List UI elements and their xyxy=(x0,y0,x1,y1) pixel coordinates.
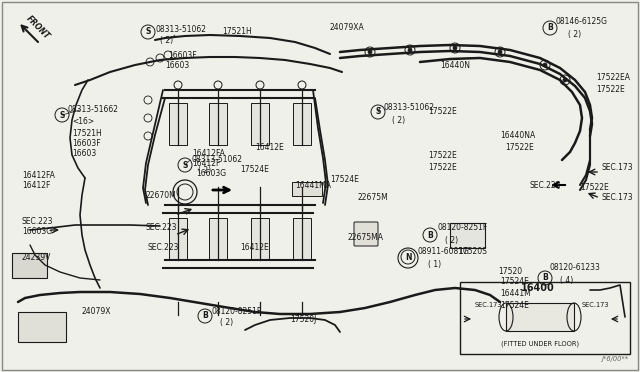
Text: 08313-51662: 08313-51662 xyxy=(68,106,119,115)
FancyBboxPatch shape xyxy=(460,282,630,354)
Text: 17522E: 17522E xyxy=(428,108,457,116)
Text: 16400: 16400 xyxy=(521,283,555,293)
Text: 08146-6125G: 08146-6125G xyxy=(556,17,608,26)
Text: 17520J: 17520J xyxy=(290,315,316,324)
FancyBboxPatch shape xyxy=(12,253,47,278)
Text: 16441MA: 16441MA xyxy=(295,180,331,189)
FancyBboxPatch shape xyxy=(209,103,227,145)
Text: ( 1): ( 1) xyxy=(428,260,441,269)
Text: 16412E: 16412E xyxy=(255,144,284,153)
Text: 17522EA: 17522EA xyxy=(596,74,630,83)
Text: S: S xyxy=(182,160,188,170)
Text: ( 2): ( 2) xyxy=(198,166,211,174)
FancyBboxPatch shape xyxy=(293,103,311,145)
Circle shape xyxy=(453,46,457,50)
FancyBboxPatch shape xyxy=(169,103,187,145)
Text: 17522E: 17522E xyxy=(596,86,625,94)
Text: 22670M: 22670M xyxy=(145,190,176,199)
Text: 17521H: 17521H xyxy=(222,28,252,36)
FancyBboxPatch shape xyxy=(293,218,311,260)
Text: 16603: 16603 xyxy=(72,148,96,157)
FancyBboxPatch shape xyxy=(292,182,322,196)
Text: 16412F: 16412F xyxy=(192,160,220,169)
Text: 17521H: 17521H xyxy=(72,128,102,138)
Text: SEC.223: SEC.223 xyxy=(22,218,54,227)
Circle shape xyxy=(498,50,502,54)
FancyBboxPatch shape xyxy=(251,103,269,145)
Text: 16603: 16603 xyxy=(165,61,189,71)
Text: 16412FA: 16412FA xyxy=(192,150,225,158)
Text: SEC.223: SEC.223 xyxy=(148,244,179,253)
Text: ( 2): ( 2) xyxy=(445,235,458,244)
Text: 22675MA: 22675MA xyxy=(348,234,384,243)
Text: SEC.223: SEC.223 xyxy=(530,180,561,189)
Text: SEC.173: SEC.173 xyxy=(602,164,634,173)
Text: ( 4): ( 4) xyxy=(560,276,573,285)
Text: 16412E: 16412E xyxy=(240,244,269,253)
FancyBboxPatch shape xyxy=(209,218,227,260)
Text: S: S xyxy=(60,110,65,119)
Text: SEC.173: SEC.173 xyxy=(474,302,502,308)
Text: 24239V: 24239V xyxy=(22,253,51,263)
Text: ( 2): ( 2) xyxy=(568,29,581,38)
Text: ( 2): ( 2) xyxy=(392,115,405,125)
FancyBboxPatch shape xyxy=(450,223,485,248)
Text: 08911-6081G: 08911-6081G xyxy=(418,247,470,257)
Text: S: S xyxy=(375,108,381,116)
Text: 16603F: 16603F xyxy=(168,51,196,61)
Text: 22675M: 22675M xyxy=(358,193,388,202)
Text: 24079X: 24079X xyxy=(82,308,111,317)
FancyBboxPatch shape xyxy=(18,312,66,342)
Text: S: S xyxy=(145,28,150,36)
Text: 17520S: 17520S xyxy=(458,247,487,257)
Text: ( 2): ( 2) xyxy=(160,35,173,45)
Text: 16440NA: 16440NA xyxy=(500,131,535,140)
Text: 16603F: 16603F xyxy=(72,138,100,148)
Text: N: N xyxy=(404,253,412,262)
Circle shape xyxy=(543,63,547,67)
Text: 08313-51062: 08313-51062 xyxy=(192,155,243,164)
Text: 17522E: 17522E xyxy=(580,183,609,192)
Text: B: B xyxy=(202,311,208,321)
Text: 08120-8251F: 08120-8251F xyxy=(437,224,487,232)
Text: 17522E: 17522E xyxy=(428,164,457,173)
Text: 16603G: 16603G xyxy=(22,228,52,237)
Text: SEC.173: SEC.173 xyxy=(581,302,609,308)
Text: 16441M: 16441M xyxy=(500,289,531,298)
Circle shape xyxy=(368,50,372,54)
Text: FRONT: FRONT xyxy=(24,15,52,42)
Text: 17524E: 17524E xyxy=(500,278,529,286)
Text: B: B xyxy=(427,231,433,240)
Text: 17524E: 17524E xyxy=(240,166,269,174)
Text: 17522E: 17522E xyxy=(428,151,457,160)
Text: 16440N: 16440N xyxy=(440,61,470,70)
Text: 08120-61233: 08120-61233 xyxy=(550,263,601,273)
Text: <16>: <16> xyxy=(72,118,94,126)
Text: 08313-51062: 08313-51062 xyxy=(383,103,434,112)
Text: B: B xyxy=(542,273,548,282)
Text: 16412F: 16412F xyxy=(22,180,51,189)
Text: 16603G: 16603G xyxy=(196,170,226,179)
Text: 08313-51062: 08313-51062 xyxy=(155,26,206,35)
Text: SEC.173: SEC.173 xyxy=(602,193,634,202)
Text: 17524E: 17524E xyxy=(500,301,529,311)
Circle shape xyxy=(563,78,567,82)
Text: 17520: 17520 xyxy=(498,267,522,276)
Text: 17522E: 17522E xyxy=(505,144,534,153)
Text: 24079XA: 24079XA xyxy=(330,23,365,32)
Text: J*6/00**: J*6/00** xyxy=(601,356,628,362)
FancyBboxPatch shape xyxy=(506,303,574,331)
Text: B: B xyxy=(547,23,553,32)
FancyBboxPatch shape xyxy=(251,218,269,260)
Text: 17524E: 17524E xyxy=(330,176,359,185)
Text: 16412FA: 16412FA xyxy=(22,170,55,180)
Text: ( 2): ( 2) xyxy=(220,318,233,327)
Text: (FITTED UNDER FLOOR): (FITTED UNDER FLOOR) xyxy=(501,341,579,347)
Circle shape xyxy=(408,48,412,52)
FancyBboxPatch shape xyxy=(169,218,187,260)
Text: 08120-8251F: 08120-8251F xyxy=(212,308,262,317)
FancyBboxPatch shape xyxy=(354,222,378,246)
Text: SEC.223: SEC.223 xyxy=(145,224,177,232)
